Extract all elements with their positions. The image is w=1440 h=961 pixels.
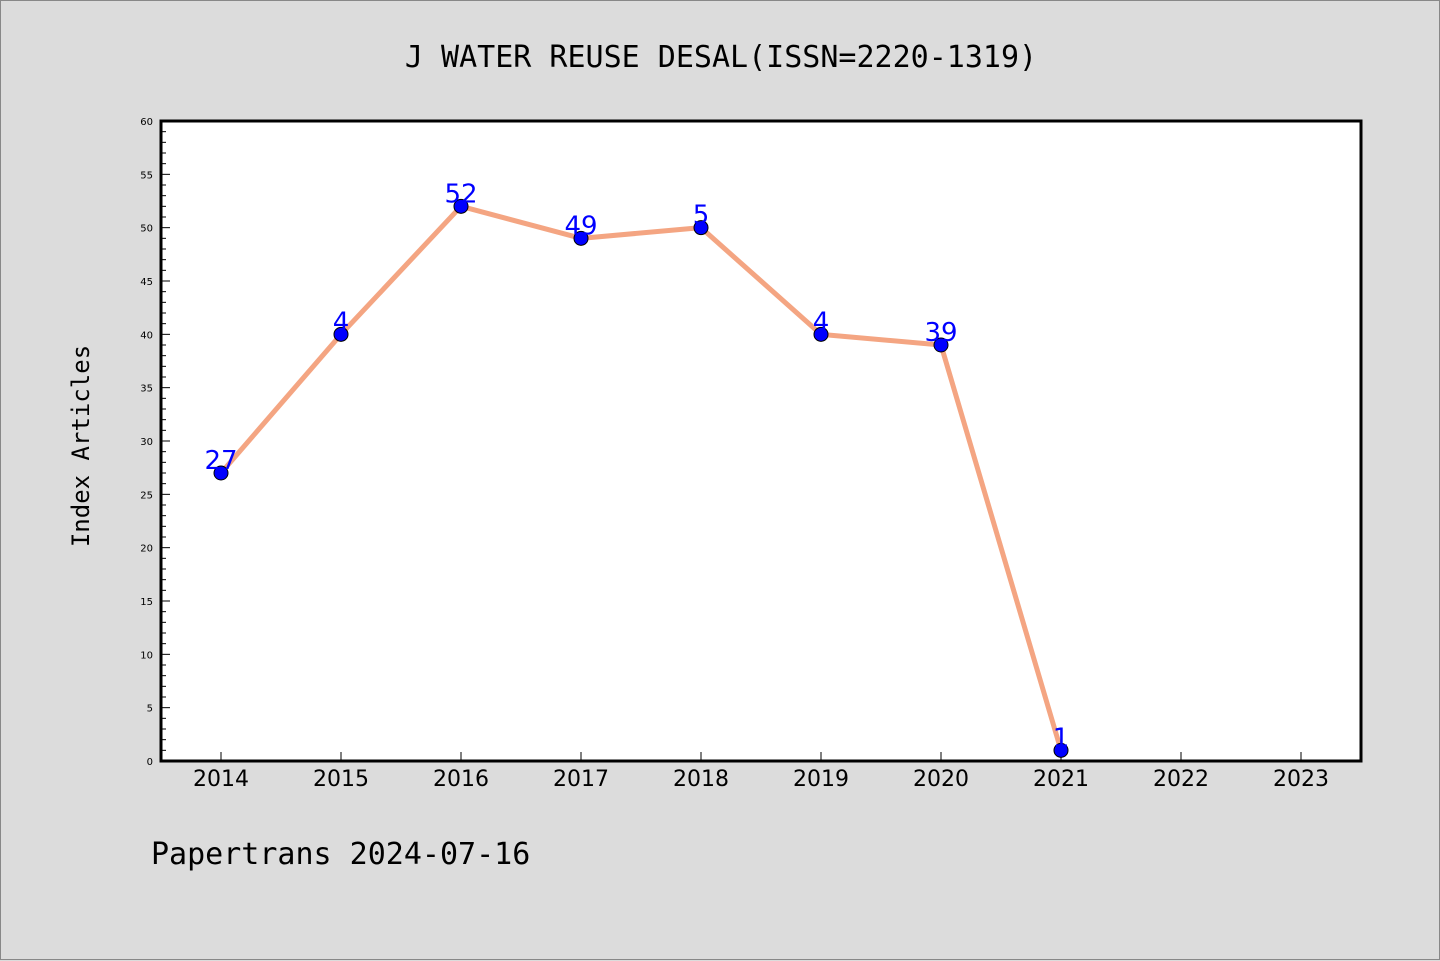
y-tick-label: 5 bbox=[147, 704, 153, 715]
data-label: 4 bbox=[813, 307, 830, 337]
data-label: 1 bbox=[1053, 723, 1070, 753]
x-tick-label: 2023 bbox=[1273, 767, 1329, 792]
x-tick-label: 2020 bbox=[913, 767, 969, 792]
y-axis-label: Index Articles bbox=[67, 345, 95, 547]
y-tick-label: 25 bbox=[140, 490, 153, 501]
y-tick-label: 30 bbox=[140, 437, 153, 448]
data-point bbox=[1053, 742, 1069, 758]
y-tick-label: 50 bbox=[140, 224, 153, 235]
y-tick-label: 15 bbox=[140, 597, 153, 608]
data-point bbox=[213, 465, 229, 481]
series-group: 27 4 52 49 5 4 39 1 bbox=[204, 179, 1070, 758]
data-point bbox=[693, 220, 709, 236]
data-label: 49 bbox=[564, 211, 597, 241]
x-tick-label: 2015 bbox=[313, 767, 369, 792]
y-tick-label: 10 bbox=[140, 650, 153, 661]
x-tick-label: 2017 bbox=[553, 767, 609, 792]
y-tick-label: 40 bbox=[140, 330, 153, 341]
x-tick-label: 2016 bbox=[433, 767, 489, 792]
y-tick-label: 0 bbox=[147, 757, 153, 768]
data-label: 4 bbox=[333, 307, 350, 337]
data-label: 39 bbox=[924, 318, 957, 348]
data-label: 27 bbox=[204, 446, 237, 476]
data-point bbox=[573, 230, 589, 246]
data-point bbox=[933, 337, 949, 353]
plot-area bbox=[159, 119, 1363, 763]
y-tick-label: 45 bbox=[140, 277, 153, 288]
x-tick-label: 2021 bbox=[1033, 767, 1089, 792]
data-point bbox=[453, 198, 469, 214]
y-axis-ticks: 0 5 10 15 20 25 30 35 40 45 50 55 60 bbox=[140, 117, 170, 768]
y-tick-label: 60 bbox=[140, 117, 153, 128]
data-point bbox=[813, 326, 829, 342]
y-tick-label: 35 bbox=[140, 384, 153, 395]
series-line bbox=[218, 203, 1064, 753]
footer-text: Papertrans 2024-07-16 bbox=[151, 837, 530, 872]
x-tick-label: 2014 bbox=[193, 767, 249, 792]
data-label: 52 bbox=[444, 179, 477, 209]
x-tick-label: 2019 bbox=[793, 767, 849, 792]
x-tick-label: 2018 bbox=[673, 767, 729, 792]
y-tick-label: 20 bbox=[140, 544, 153, 555]
y-tick-label: 55 bbox=[140, 170, 153, 181]
data-point bbox=[333, 326, 349, 342]
data-label: 5 bbox=[693, 201, 710, 231]
x-tick-label: 2022 bbox=[1153, 767, 1209, 792]
chart-title: J WATER REUSE DESAL(ISSN=2220-1319) bbox=[405, 40, 1037, 75]
x-axis-ticks: 2014 2015 2016 2017 2018 2019 2020 2021 2022 2023 bbox=[193, 752, 1329, 792]
